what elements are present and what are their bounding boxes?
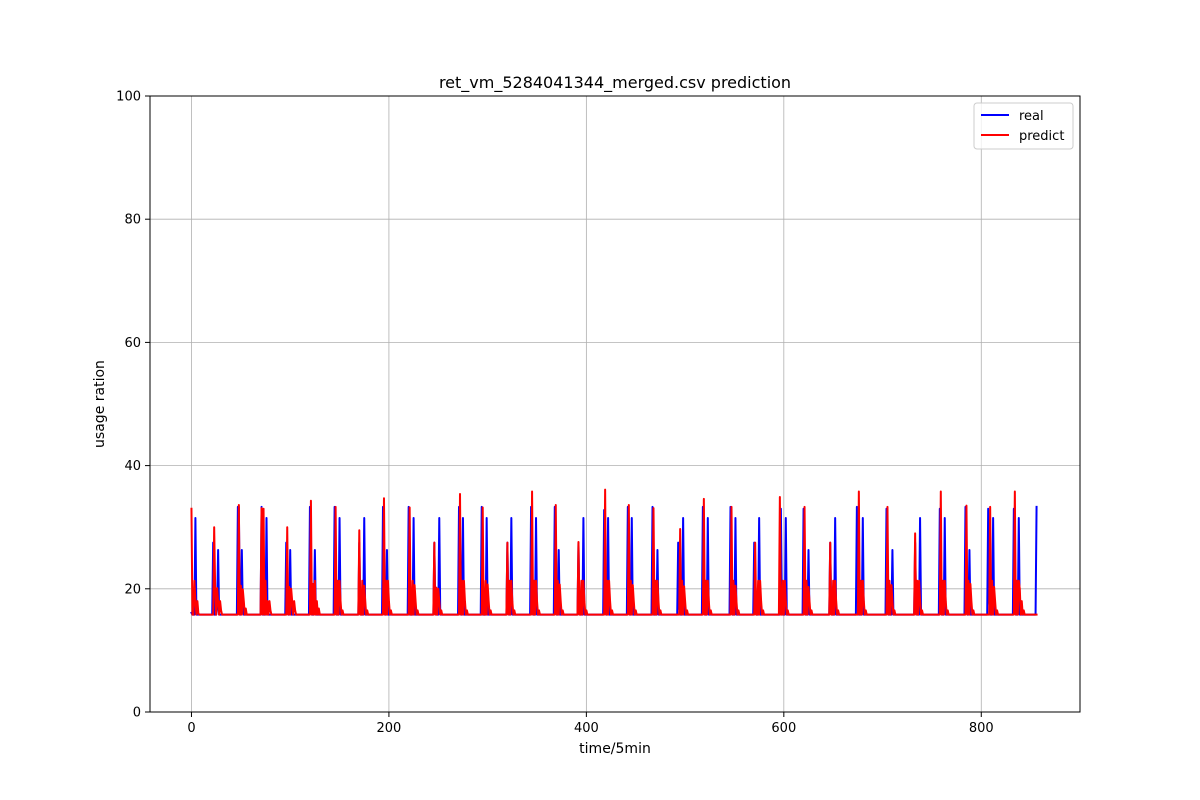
plot-frame: [149, 95, 1081, 713]
axis-ticks: 0 200 400 600 800 0 20 40 60 80 100: [116, 90, 994, 737]
x-axis-label: time/5min: [579, 741, 651, 757]
x-tick-label: 200: [377, 721, 402, 736]
x-tick-label: 400: [574, 721, 599, 736]
y-tick-label: 100: [116, 90, 141, 105]
y-tick-label: 80: [124, 213, 141, 228]
legend-label-predict: predict: [1019, 129, 1064, 144]
y-axis-label: usage ration: [92, 360, 108, 448]
legend-label-real: real: [1019, 109, 1044, 124]
series-lines: [190, 488, 1038, 616]
y-tick-label: 60: [124, 336, 141, 351]
legend: real predict: [973, 102, 1074, 150]
x-tick-label: 800: [969, 721, 994, 736]
y-tick-label: 40: [124, 459, 141, 474]
y-tick-label: 20: [124, 582, 141, 597]
series-line-predict: [190, 488, 1038, 616]
chart-title: ret_vm_5284041344_merged.csv prediction: [439, 73, 791, 93]
x-tick-label: 0: [187, 721, 195, 736]
x-tick-label: 600: [771, 721, 796, 736]
y-tick-label: 0: [133, 706, 141, 721]
